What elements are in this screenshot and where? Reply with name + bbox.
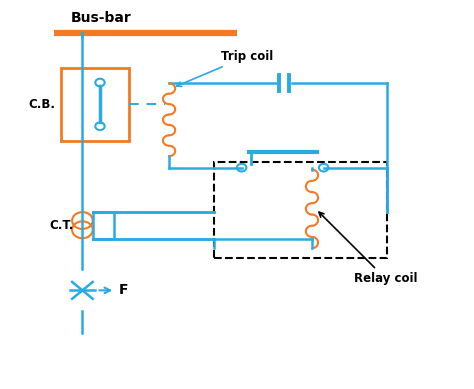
Text: C.T.: C.T. (50, 219, 74, 232)
Text: Trip coil: Trip coil (177, 50, 273, 86)
Text: Bus-bar: Bus-bar (71, 11, 131, 25)
Text: C.B.: C.B. (29, 98, 56, 111)
Text: Relay coil: Relay coil (319, 212, 418, 286)
Bar (61, 68, 129, 141)
Bar (214, 162, 387, 258)
Text: F: F (118, 283, 128, 297)
